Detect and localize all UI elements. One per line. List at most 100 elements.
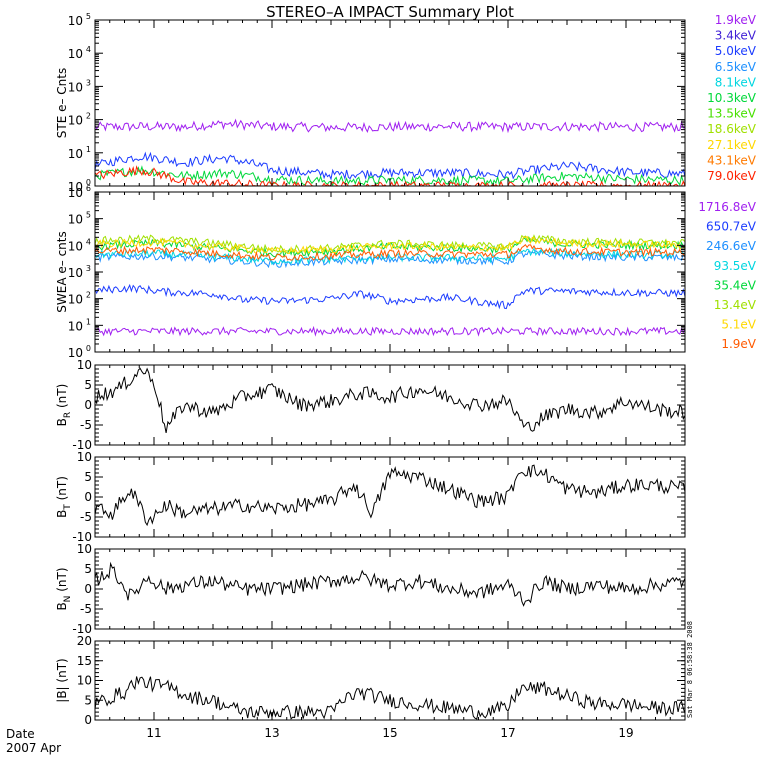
y-axis-label: BN (nT) — [55, 567, 73, 610]
x-tick-label: 17 — [500, 726, 515, 740]
y-tick-exponent: 4 — [86, 237, 91, 246]
y-tick-label: 15 — [77, 654, 92, 668]
y-tick-exponent: 1 — [86, 317, 91, 326]
x-tick-label: 11 — [146, 726, 161, 740]
y-axis-label: |B| (nT) — [55, 658, 69, 702]
legend-entry: 5.0keV — [715, 44, 757, 58]
y-tick-label: 10 — [77, 358, 92, 372]
panel-bmag: 0 5 10 15 20 11 13 15 17 19 |B| (nT) — [55, 634, 686, 740]
y-tick-exponent: 4 — [86, 45, 91, 54]
y-tick-label: -5 — [80, 602, 92, 616]
legend-entry: 3.4keV — [715, 29, 757, 43]
y-tick-label: 5 — [84, 378, 92, 392]
legend-entry: 35.4eV — [714, 278, 757, 292]
y-tick-label: 0 — [84, 582, 92, 596]
panel-frame — [94, 640, 686, 721]
run-timestamp: Sat Mar 8 06:58:38 2008 — [686, 621, 694, 718]
y-tick-exponent: 0 — [86, 344, 91, 353]
y-axis-label: BT (nT) — [55, 476, 73, 518]
series-line — [95, 676, 685, 720]
y-axis-label: STE e– Cnts — [55, 68, 69, 138]
y-tick-label: 20 — [77, 634, 92, 648]
y-tick-label: -5 — [80, 510, 92, 524]
series-line — [95, 235, 685, 255]
y-tick-exponent: 0 — [86, 178, 91, 187]
y-tick-label: -10 — [72, 622, 92, 636]
y-label-subscript: R — [63, 412, 73, 418]
y-tick-exponent: 6 — [86, 184, 91, 193]
y-tick-label: 10 — [68, 293, 83, 307]
y-tick-label: 10 — [68, 213, 83, 227]
legend-entry: 93.5eV — [714, 259, 757, 273]
y-tick-label: -5 — [80, 418, 92, 432]
y-label-main: B — [55, 418, 69, 426]
legend-entry: 10.3keV — [707, 91, 757, 105]
y-tick-label: 0 — [84, 713, 92, 727]
series-line — [95, 249, 685, 269]
panel-bn: -10 -5 0 5 10 BN (nT) — [55, 542, 686, 636]
y-tick-label: 10 — [68, 346, 83, 360]
legend-entry: 27.1keV — [707, 138, 757, 152]
y-label-main: |B| (nT) — [55, 658, 69, 702]
y-tick-label: 10 — [68, 147, 83, 161]
y-tick-exponent: 3 — [86, 264, 91, 273]
legend-entry: 8.1keV — [715, 75, 757, 89]
legend-entry: 13.4eV — [714, 298, 757, 312]
y-tick-label: 10 — [68, 80, 83, 94]
panel-br: -10 -5 0 5 10 BR (nT) — [55, 358, 686, 452]
y-tick-exponent: 2 — [86, 112, 91, 121]
y-tick-label: 10 — [77, 542, 92, 556]
y-tick-label: 10 — [68, 47, 83, 61]
y-tick-label: 10 — [68, 114, 83, 128]
y-label-main: B — [55, 510, 69, 518]
y-tick-exponent: 5 — [86, 12, 91, 21]
date-value: 2007 Apr — [6, 741, 61, 755]
x-tick-label: 15 — [382, 726, 397, 740]
panel-frame — [94, 364, 686, 446]
series-line — [95, 283, 685, 310]
legend-entry: 650.7eV — [706, 220, 757, 234]
y-label-unit: (nT) — [55, 384, 69, 412]
x-tick-label: 19 — [618, 726, 633, 740]
panel-frame — [94, 19, 686, 187]
y-tick-exponent: 5 — [86, 211, 91, 220]
series-line — [95, 464, 685, 527]
series-line — [95, 561, 685, 607]
legend-entry: 79.0keV — [707, 169, 757, 183]
date-label: Date — [6, 727, 35, 741]
legend-entry: 43.1keV — [707, 153, 757, 167]
series-line — [95, 367, 685, 433]
panel-frame — [94, 191, 686, 353]
series-line — [95, 325, 685, 337]
legend-entry: 1.9eV — [721, 337, 756, 351]
y-tick-label: 0 — [84, 490, 92, 504]
legend-entry: 5.1eV — [721, 318, 756, 332]
y-label-main: B — [55, 602, 69, 610]
y-tick-label: 10 — [77, 450, 92, 464]
y-axis-label: BR (nT) — [55, 384, 73, 427]
panel-bt: -10 -5 0 5 10 BT (nT) — [55, 450, 686, 544]
series-line — [95, 118, 685, 134]
y-tick-label: 5 — [84, 470, 92, 484]
series-line — [95, 151, 685, 181]
series-line — [95, 243, 685, 261]
y-tick-label: 10 — [68, 180, 83, 194]
y-tick-label: 5 — [84, 562, 92, 576]
y-tick-label: 10 — [68, 14, 83, 28]
y-label-unit: (nT) — [55, 567, 69, 595]
legend-entry: 1716.8eV — [698, 200, 756, 214]
y-tick-label: 10 — [68, 239, 83, 253]
plot-title: STEREO–A IMPACT Summary Plot — [266, 3, 514, 21]
legend-entry: 6.5keV — [715, 60, 757, 74]
y-tick-exponent: 3 — [86, 78, 91, 87]
legend-entry: 18.6keV — [707, 122, 757, 136]
y-tick-label: 10 — [68, 186, 83, 200]
y-label-unit: (nT) — [55, 476, 69, 504]
y-tick-label: 10 — [77, 674, 92, 688]
y-tick-exponent: 1 — [86, 145, 91, 154]
series-line — [95, 165, 685, 186]
